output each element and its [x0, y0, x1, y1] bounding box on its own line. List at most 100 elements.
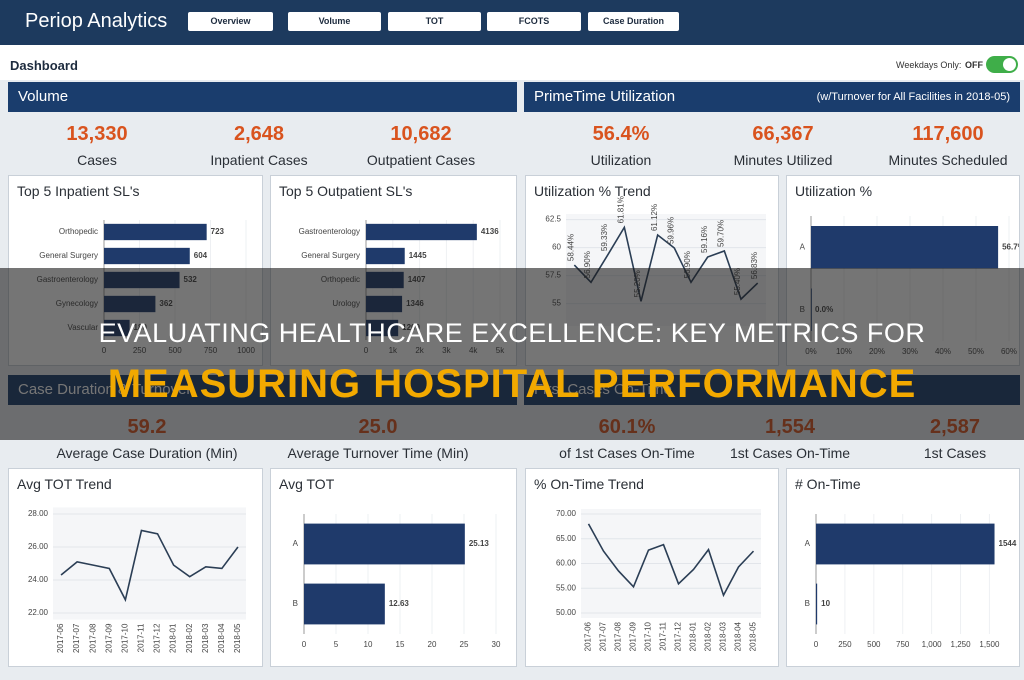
- x-tick-label: 2017-07: [599, 621, 608, 651]
- value-label: 25.13: [469, 539, 490, 548]
- x-tick-label: 10: [364, 640, 373, 649]
- toggle-label: Weekdays Only:: [896, 60, 962, 70]
- x-tick-label: 2017-11: [137, 623, 146, 652]
- kpi-value: 56.4%: [592, 123, 650, 145]
- value-label: 58.44%: [566, 234, 575, 261]
- x-tick-label: 2017-08: [88, 623, 97, 653]
- category-label: Gastroenterology: [299, 227, 360, 236]
- x-tick-label: 2017-12: [153, 623, 162, 653]
- overlay-title: EVALUATING HEALTHCARE EXCELLENCE: KEY ME…: [98, 318, 926, 348]
- value-label: 1544: [999, 539, 1017, 548]
- nav-button[interactable]: Volume: [288, 12, 381, 31]
- section-header: Volume: [8, 82, 517, 112]
- kpi-value: 117,600: [912, 123, 984, 145]
- x-tick-label: 1,250: [951, 640, 972, 649]
- chart: 0 5 10 15 20 25 30 A 25.13 B 12.63: [293, 514, 501, 649]
- chart-title: Avg TOT Trend: [17, 476, 112, 492]
- bar: [816, 523, 995, 565]
- kpi-label: Minutes Utilized: [733, 152, 833, 168]
- value-label: 56.90%: [583, 251, 592, 278]
- bar: [366, 223, 477, 241]
- bar: [104, 247, 190, 265]
- section-note: (w/Turnover for All Facilities in 2018-0…: [816, 91, 1010, 103]
- x-tick-label: 30: [492, 640, 501, 649]
- chart: 0 250 500 750 1,000 1,250 1,500 A 1544 B 10: [805, 514, 1017, 649]
- line-series: [573, 225, 759, 302]
- chart-title: Avg TOT: [279, 476, 335, 492]
- kpi-value: 2,648: [233, 123, 285, 145]
- value-label: 59.70%: [716, 220, 725, 247]
- nav-button[interactable]: FCOTS: [487, 12, 581, 31]
- section-header: PrimeTime Utilization (w/Turnover for All…: [524, 82, 1020, 112]
- app-title: Periop Analytics: [25, 10, 168, 32]
- value-label: 10: [821, 599, 830, 608]
- x-tick-label: 2017-10: [644, 621, 653, 651]
- nav-button[interactable]: TOT: [388, 12, 481, 31]
- bar: [104, 223, 207, 241]
- x-tick-label: 0: [302, 640, 307, 649]
- category-label: B: [293, 599, 298, 608]
- toggle-knob: [1003, 58, 1016, 71]
- x-tick-label: 2018-03: [719, 621, 728, 651]
- x-tick-label: 1,500: [979, 640, 1000, 649]
- chart-title: Top 5 Inpatient SL's: [17, 183, 140, 199]
- x-tick-label: 2017-10: [120, 623, 129, 653]
- kpi-label: of 1st Cases On-Time: [559, 445, 695, 461]
- kpi-label: Cases: [77, 152, 117, 168]
- x-tick-label: 2018-04: [734, 621, 743, 651]
- y-tick-label: 65.00: [556, 534, 577, 543]
- category-label: A: [805, 539, 811, 548]
- toggle[interactable]: [986, 56, 1018, 73]
- y-tick-label: 24.00: [28, 575, 49, 584]
- x-tick-label: 500: [867, 640, 881, 649]
- value-label: 723: [211, 227, 225, 236]
- chart-title: # On-Time: [795, 476, 861, 492]
- kpi-value: 13,330: [66, 123, 128, 145]
- kpi-value: 10,682: [390, 123, 452, 145]
- bar: [304, 523, 465, 565]
- bar: [304, 583, 385, 625]
- x-tick-label: 2018-04: [217, 623, 226, 653]
- value-label: 12.63: [389, 599, 410, 608]
- category-label: Orthopedic: [59, 227, 98, 236]
- bar: [816, 583, 818, 625]
- chart-panel: Avg TOT Trend 22.00 24.00 26.00 28.00 2017-06…: [8, 468, 263, 667]
- y-tick-label: 50.00: [556, 608, 577, 617]
- category-label: B: [805, 599, 810, 608]
- value-label: 4136: [481, 227, 499, 236]
- y-tick-label: 22.00: [28, 608, 49, 617]
- value-label: 59.96%: [666, 217, 675, 244]
- chart-title: Top 5 Outpatient SL's: [279, 183, 413, 199]
- x-tick-label: 2018-02: [704, 621, 713, 651]
- value-label: 604: [194, 251, 208, 260]
- x-tick-label: 2017-12: [674, 621, 683, 651]
- x-tick-label: 2018-01: [169, 623, 178, 653]
- kpi-label: Outpatient Cases: [366, 152, 476, 168]
- bar: [366, 247, 405, 265]
- category-label: General Surgery: [301, 251, 360, 260]
- nav-button[interactable]: Overview: [188, 12, 273, 31]
- kpi-value: 66,367: [752, 123, 814, 145]
- bar: [811, 226, 999, 269]
- x-tick-label: 2018-03: [201, 623, 210, 653]
- chart-title: Utilization %: [795, 183, 873, 199]
- kpi-label: Utilization: [590, 152, 652, 168]
- chart-panel: % On-Time Trend 50.00 55.00 60.00 65.00 70.00…: [525, 468, 779, 667]
- x-tick-label: 2017-06: [584, 621, 593, 651]
- x-tick-label: 2017-07: [72, 623, 81, 653]
- x-tick-label: 2017-06: [56, 623, 65, 653]
- value-label: 56.7%: [1002, 242, 1019, 251]
- y-tick-label: 62.5: [545, 215, 561, 224]
- chart-title: % On-Time Trend: [534, 476, 644, 492]
- x-tick-label: 2018-05: [749, 621, 758, 651]
- nav-button[interactable]: Case Duration: [588, 12, 679, 31]
- value-label: 1445: [409, 251, 427, 260]
- y-tick-label: 60: [552, 243, 561, 252]
- toggle-state: OFF: [965, 60, 983, 70]
- toolbar: [0, 45, 1024, 80]
- line-series: [587, 523, 755, 598]
- x-tick-label: 2017-08: [614, 621, 623, 651]
- y-tick-label: 26.00: [28, 542, 49, 551]
- kpi-label: Average Turnover Time (Min): [287, 445, 469, 461]
